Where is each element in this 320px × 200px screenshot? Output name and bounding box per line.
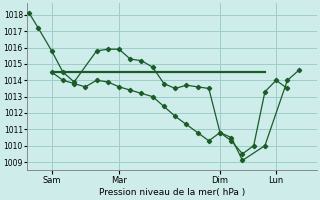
- X-axis label: Pression niveau de la mer( hPa ): Pression niveau de la mer( hPa ): [99, 188, 245, 197]
